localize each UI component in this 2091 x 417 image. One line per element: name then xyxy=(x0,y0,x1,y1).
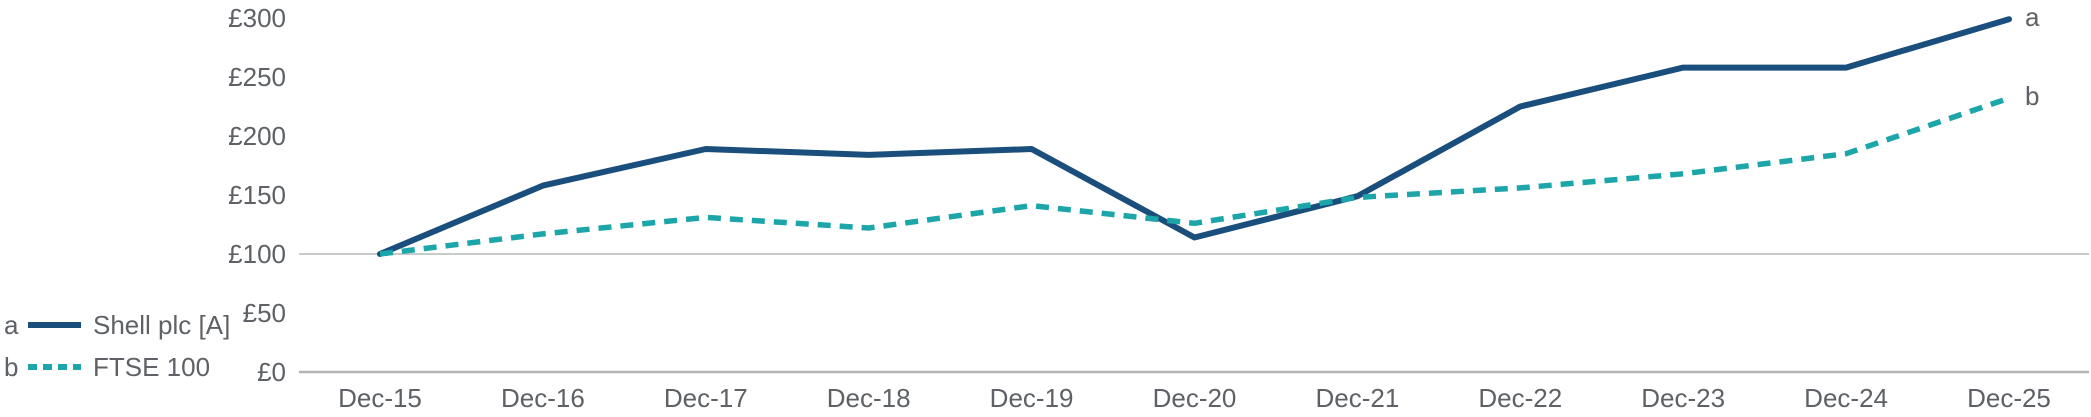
legend-label-ftse: FTSE 100 xyxy=(93,351,211,382)
legend-key-b: b xyxy=(4,351,19,382)
legend-key-a: a xyxy=(4,309,19,340)
y-axis-label: £200 xyxy=(228,121,286,151)
series-end-label-a: a xyxy=(2025,2,2040,32)
legend-item-ftse: b FTSE 100 xyxy=(4,350,230,383)
chart-legend: a Shell plc [A] b FTSE 100 xyxy=(4,308,230,383)
x-axis-label: Dec-24 xyxy=(1804,383,1888,413)
legend-solid-line-swatch xyxy=(28,321,81,328)
x-axis-label: Dec-23 xyxy=(1641,383,1725,413)
x-axis-label: Dec-22 xyxy=(1478,383,1562,413)
legend-label-shell: Shell plc [A] xyxy=(93,309,231,340)
y-axis-label: £150 xyxy=(228,180,286,210)
series-line-ftse xyxy=(379,95,2010,257)
x-axis-label: Dec-25 xyxy=(1967,383,2051,413)
y-axis-label: £300 xyxy=(228,3,286,33)
x-axis-label: Dec-19 xyxy=(990,383,1074,413)
y-axis-label: £250 xyxy=(228,62,286,92)
y-axis-label: £50 xyxy=(243,298,286,328)
legend-item-shell: a Shell plc [A] xyxy=(4,308,230,341)
legend-dashed-line-swatch xyxy=(28,363,81,370)
series-end-label-b: b xyxy=(2025,81,2039,111)
y-axis-label: £100 xyxy=(228,239,286,269)
y-axis-label: £0 xyxy=(257,357,286,387)
x-axis-label: Dec-15 xyxy=(338,383,422,413)
x-axis-label: Dec-18 xyxy=(827,383,911,413)
x-axis-label: Dec-21 xyxy=(1315,383,1399,413)
x-axis-label: Dec-16 xyxy=(501,383,585,413)
x-axis-label: Dec-20 xyxy=(1153,383,1237,413)
x-axis-label: Dec-17 xyxy=(664,383,748,413)
series-line-shell xyxy=(377,16,2012,257)
